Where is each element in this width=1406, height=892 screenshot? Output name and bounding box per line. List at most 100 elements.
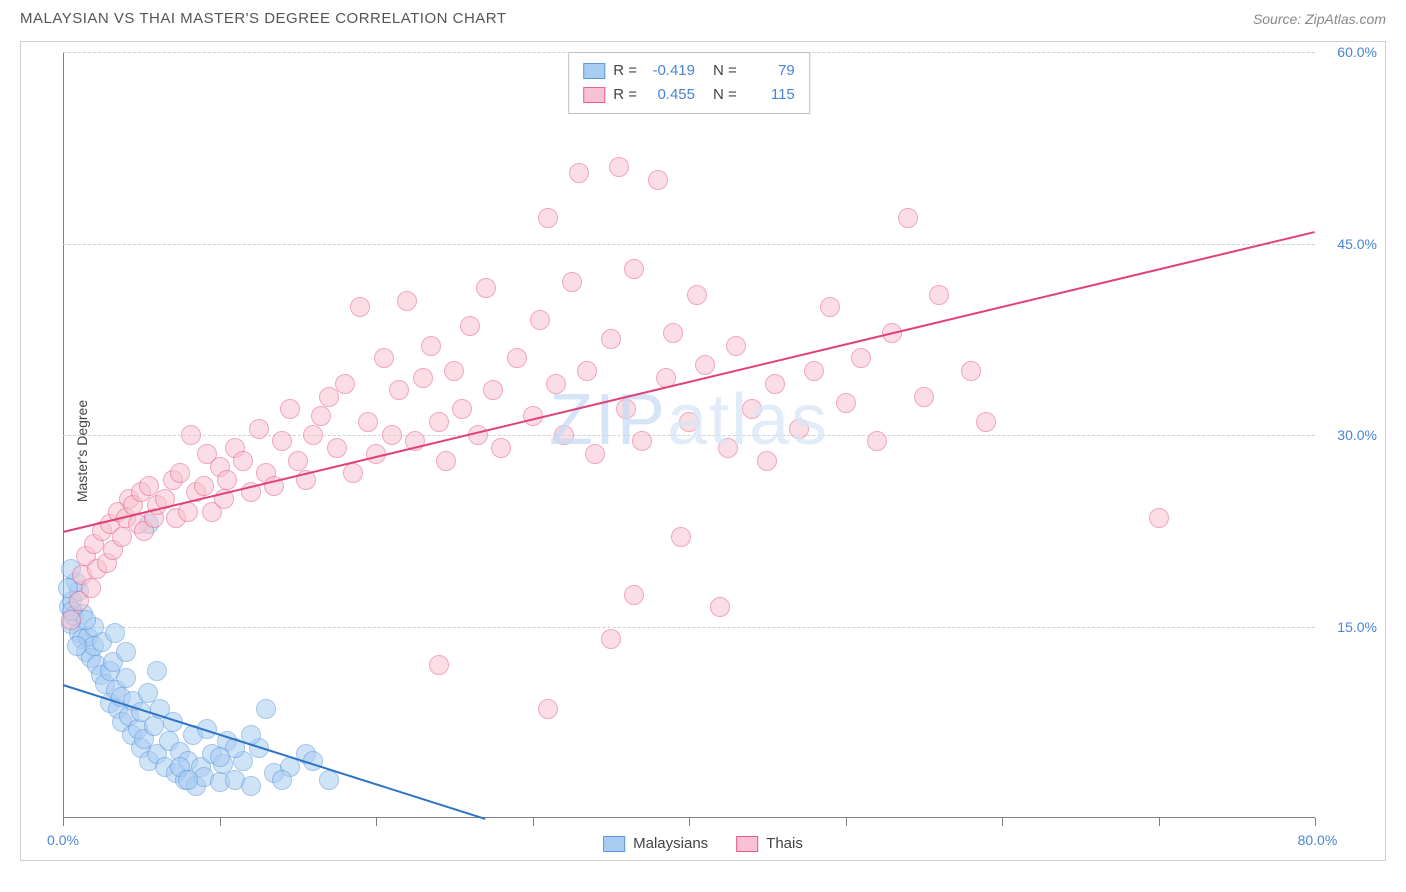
n-value-malaysians: 79 (745, 59, 795, 83)
scatter-point (170, 463, 190, 483)
scatter-point (976, 412, 996, 432)
scatter-point (303, 425, 323, 445)
scatter-point (194, 476, 214, 496)
scatter-point (397, 291, 417, 311)
swatch-malaysians (583, 63, 605, 79)
scatter-point (554, 425, 574, 445)
x-tick-label: 80.0% (1298, 832, 1338, 848)
scatter-point (241, 776, 261, 796)
scatter-point (601, 329, 621, 349)
scatter-point (67, 636, 87, 656)
scatter-point (436, 451, 456, 471)
scatter-point (538, 699, 558, 719)
scatter-point (679, 412, 699, 432)
scatter-point (765, 374, 785, 394)
trend-line (63, 231, 1315, 533)
scatter-point (914, 387, 934, 407)
legend-item-malaysians: Malaysians (603, 835, 708, 852)
scatter-point (350, 297, 370, 317)
scatter-point (929, 285, 949, 305)
r-label: R = (613, 83, 637, 107)
scatter-point (105, 623, 125, 643)
scatter-point (538, 208, 558, 228)
scatter-point (389, 380, 409, 400)
scatter-point (804, 361, 824, 381)
scatter-point (648, 170, 668, 190)
scatter-point (311, 406, 331, 426)
scatter-point (256, 699, 276, 719)
scatter-point (569, 163, 589, 183)
scatter-point (710, 597, 730, 617)
scatter-point (562, 272, 582, 292)
scatter-point (181, 425, 201, 445)
scatter-point (530, 310, 550, 330)
scatter-point (178, 770, 198, 790)
x-tick (1315, 818, 1316, 826)
scatter-point (335, 374, 355, 394)
scatter-point (374, 348, 394, 368)
scatter-point (687, 285, 707, 305)
scatter-point (421, 336, 441, 356)
scatter-point (616, 399, 636, 419)
scatter-point (632, 431, 652, 451)
scatter-point (249, 419, 269, 439)
scatter-point (663, 323, 683, 343)
scatter-point (757, 451, 777, 471)
scatter-point (507, 348, 527, 368)
scatter-point (491, 438, 511, 458)
gridline (63, 244, 1315, 245)
n-label: N = (713, 59, 737, 83)
scatter-point (429, 655, 449, 675)
x-tick (1002, 818, 1003, 826)
gridline (63, 627, 1315, 628)
scatter-point (1149, 508, 1169, 528)
scatter-point (444, 361, 464, 381)
scatter-point (624, 259, 644, 279)
scatter-point (343, 463, 363, 483)
scatter-point (61, 610, 81, 630)
legend-label: Thais (766, 835, 803, 852)
scatter-point (476, 278, 496, 298)
scatter-point (671, 527, 691, 547)
scatter-point (577, 361, 597, 381)
scatter-point (327, 438, 347, 458)
x-tick (220, 818, 221, 826)
x-tick-label: 0.0% (47, 832, 79, 848)
scatter-point (272, 431, 292, 451)
scatter-point (742, 399, 762, 419)
scatter-point (483, 380, 503, 400)
scatter-point (116, 668, 136, 688)
plot-area: ZIPatlas R = -0.419 N = 79 R = 0.455 N =… (63, 52, 1315, 818)
scatter-point (718, 438, 738, 458)
legend-label: Malaysians (633, 835, 708, 852)
scatter-point (601, 629, 621, 649)
scatter-point (280, 399, 300, 419)
legend-row-thais: R = 0.455 N = 115 (583, 83, 795, 107)
scatter-point (695, 355, 715, 375)
scatter-point (789, 419, 809, 439)
y-tick-label: 60.0% (1321, 44, 1377, 60)
scatter-point (288, 451, 308, 471)
r-label: R = (613, 59, 637, 83)
scatter-point (585, 444, 605, 464)
scatter-point (726, 336, 746, 356)
scatter-point (546, 374, 566, 394)
scatter-point (233, 451, 253, 471)
swatch-thais (736, 836, 758, 852)
scatter-point (413, 368, 433, 388)
scatter-point (820, 297, 840, 317)
y-tick-label: 30.0% (1321, 427, 1377, 443)
legend-row-malaysians: R = -0.419 N = 79 (583, 59, 795, 83)
r-value-thais: 0.455 (645, 83, 695, 107)
scatter-point (358, 412, 378, 432)
y-tick-label: 15.0% (1321, 619, 1377, 635)
swatch-malaysians (603, 836, 625, 852)
chart-header: MALAYSIAN VS THAI MASTER'S DEGREE CORREL… (0, 0, 1406, 33)
chart-container: Master's Degree ZIPatlas R = -0.419 N = … (20, 41, 1386, 861)
scatter-point (382, 425, 402, 445)
x-tick (846, 818, 847, 826)
scatter-point (210, 747, 230, 767)
scatter-point (147, 661, 167, 681)
scatter-point (836, 393, 856, 413)
source-attribution: Source: ZipAtlas.com (1253, 11, 1386, 27)
